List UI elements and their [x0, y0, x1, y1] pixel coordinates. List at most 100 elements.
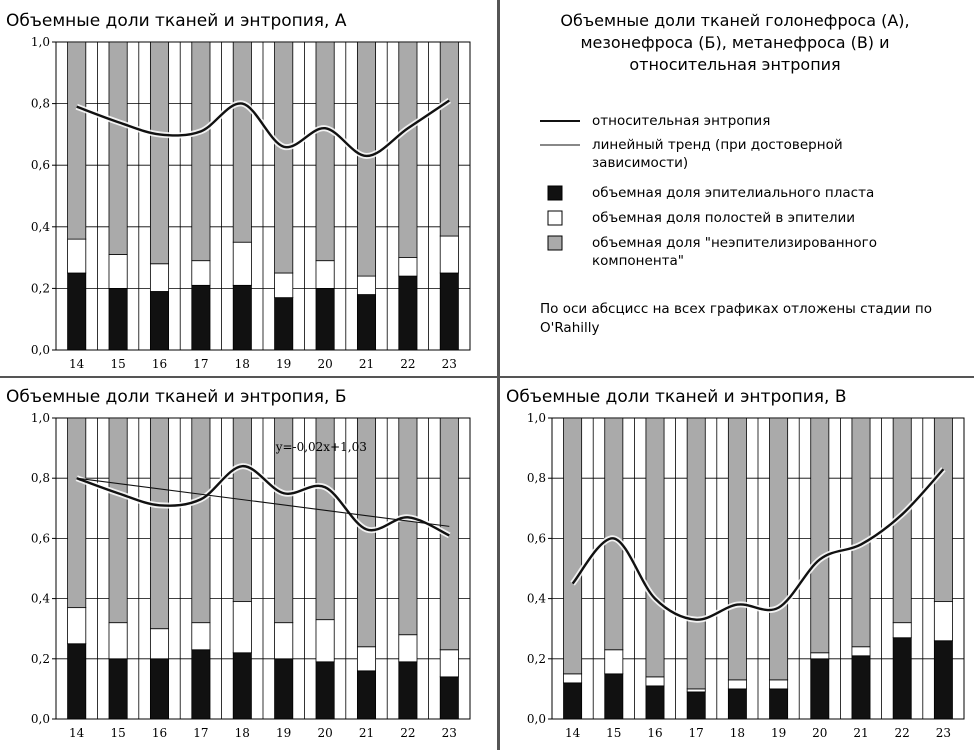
bar-segment-non-epithelial — [315, 417, 335, 621]
bar-segment-cavities — [727, 679, 747, 690]
x-tick-label: 15 — [110, 357, 125, 371]
bar-segment-non-epithelial — [232, 41, 252, 243]
legend-label: объемная доля "неэпителизированного комп… — [592, 235, 877, 269]
bar-segment-epithelium — [315, 287, 335, 351]
x-tick-label: 16 — [152, 726, 167, 740]
trend-line-swatch — [540, 144, 580, 146]
bar-segment-non-epithelial — [274, 41, 294, 274]
legend-title-line: мезонефроса (Б), метанефроса (В) и — [580, 33, 890, 52]
bar-segment-cavities — [108, 622, 128, 660]
bar-segment-cavities — [274, 272, 294, 299]
x-tick-label: 16 — [647, 726, 662, 740]
bar-segment-epithelium — [315, 661, 335, 720]
x-tick-label: 23 — [442, 357, 457, 371]
bar-segment-cavities — [356, 646, 377, 672]
y-tick-label: 0,2 — [31, 281, 50, 295]
bar-segment-epithelium — [439, 676, 459, 720]
x-tick-label: 20 — [317, 726, 332, 740]
legend-label: объемная доля эпителиального пласта — [592, 185, 875, 201]
x-tick-label: 19 — [276, 726, 291, 740]
bar-segment-cavities — [149, 263, 170, 292]
y-tick-label: 0,8 — [31, 471, 50, 485]
x-tick-label: 20 — [317, 357, 332, 371]
bar-segment-cavities — [315, 260, 335, 289]
trend-line — [76, 477, 450, 527]
legend-title-line: Объемные доли тканей голонефроса (А), — [560, 11, 910, 30]
bar-segment-cavities — [232, 241, 252, 286]
bar-segment-epithelium — [769, 688, 789, 720]
legend-title-line: относительная энтропия — [629, 55, 841, 74]
bar-segment-cavities — [769, 679, 789, 690]
chart-title: Объемные доли тканей и энтропия, А — [6, 11, 347, 31]
bar-segment-epithelium — [274, 297, 294, 351]
bar-segment-non-epithelial — [191, 417, 211, 624]
bar-segment-non-epithelial — [149, 41, 170, 265]
bar-segment-cavities — [274, 622, 294, 660]
bar-segment-epithelium — [398, 661, 418, 720]
x-tick-label: 18 — [235, 357, 250, 371]
bar-segment-non-epithelial — [398, 41, 418, 259]
bar-segment-epithelium — [108, 287, 128, 351]
bar-segment-cavities — [149, 628, 170, 660]
bar-segment-non-epithelial — [356, 41, 377, 277]
bar-segment-epithelium — [356, 294, 377, 351]
bar-segment-epithelium — [149, 291, 170, 351]
bar-segment-epithelium — [232, 652, 252, 720]
x-tick-label: 14 — [69, 726, 85, 740]
bar-segment-epithelium — [356, 670, 377, 720]
bar-segment-cavities — [686, 688, 706, 693]
y-tick-label: 0,6 — [31, 158, 50, 172]
bar-segment-epithelium — [108, 658, 128, 720]
trend-equation: y=-0,02x+1,03 — [275, 440, 367, 454]
legend-label: относительная энтропия — [592, 113, 771, 129]
bar-segment-cavities — [892, 622, 912, 639]
chart-title: Объемные доли тканей и энтропия, В — [506, 387, 847, 407]
bar-segment-cavities — [439, 649, 459, 678]
x-tick-label: 15 — [110, 726, 125, 740]
bar-segment-epithelium — [191, 649, 211, 720]
chart-A: Объемные доли тканей и энтропия, А 0,0 0,2… — [6, 11, 471, 371]
legend-label: линейный тренд (при достоверной зависимо… — [592, 137, 843, 171]
bar-segment-non-epithelial — [108, 41, 128, 255]
entropy-line — [76, 99, 450, 158]
white-box-swatch — [547, 210, 563, 226]
x-tick-label: 17 — [193, 357, 208, 371]
y-tick-label: 0,2 — [31, 652, 50, 666]
y-tick-label: 0,8 — [31, 97, 50, 111]
bar-segment-cavities — [108, 254, 128, 289]
y-tick-label: 0,4 — [31, 592, 50, 606]
x-tick-label: 23 — [936, 726, 951, 740]
x-tick-label: 15 — [606, 726, 621, 740]
bar-segment-epithelium — [810, 658, 830, 720]
bar-segment-epithelium — [398, 275, 418, 351]
bar-segment-epithelium — [604, 673, 624, 720]
bar-segment-epithelium — [274, 658, 294, 720]
bar-segment-cavities — [398, 257, 418, 277]
y-tick-label: 0,2 — [527, 652, 546, 666]
bar-segment-non-epithelial — [232, 417, 252, 603]
bar-segment-non-epithelial — [274, 417, 294, 624]
bar-segment-epithelium — [232, 284, 252, 351]
y-tick-label: 0,4 — [527, 592, 546, 606]
bar-segment-cavities — [232, 601, 252, 654]
black-box-swatch — [547, 185, 563, 201]
y-tick-label: 0,6 — [31, 531, 50, 545]
bar-segment-non-epithelial — [563, 417, 583, 675]
bar-segment-non-epithelial — [191, 41, 211, 262]
bar-segment-non-epithelial — [851, 417, 871, 648]
legend-title: Объемные доли тканей голонефроса (А), ме… — [505, 10, 965, 76]
vertical-divider — [497, 0, 500, 750]
bar-segment-cavities — [67, 607, 87, 645]
y-tick-label: 1,0 — [31, 411, 50, 425]
bar-segment-non-epithelial — [933, 417, 953, 603]
y-tick-label: 1,0 — [31, 35, 50, 49]
x-tick-label: 18 — [235, 726, 250, 740]
bar-segment-non-epithelial — [108, 417, 128, 624]
x-tick-label: 18 — [730, 726, 745, 740]
bar-segment-non-epithelial — [398, 417, 418, 636]
bar-segment-epithelium — [686, 691, 706, 720]
chart-title: Объемные доли тканей и энтропия, Б — [6, 387, 347, 407]
bar-segment-cavities — [67, 238, 87, 274]
bar-segment-cavities — [933, 601, 953, 642]
bar-segment-non-epithelial — [67, 417, 87, 609]
